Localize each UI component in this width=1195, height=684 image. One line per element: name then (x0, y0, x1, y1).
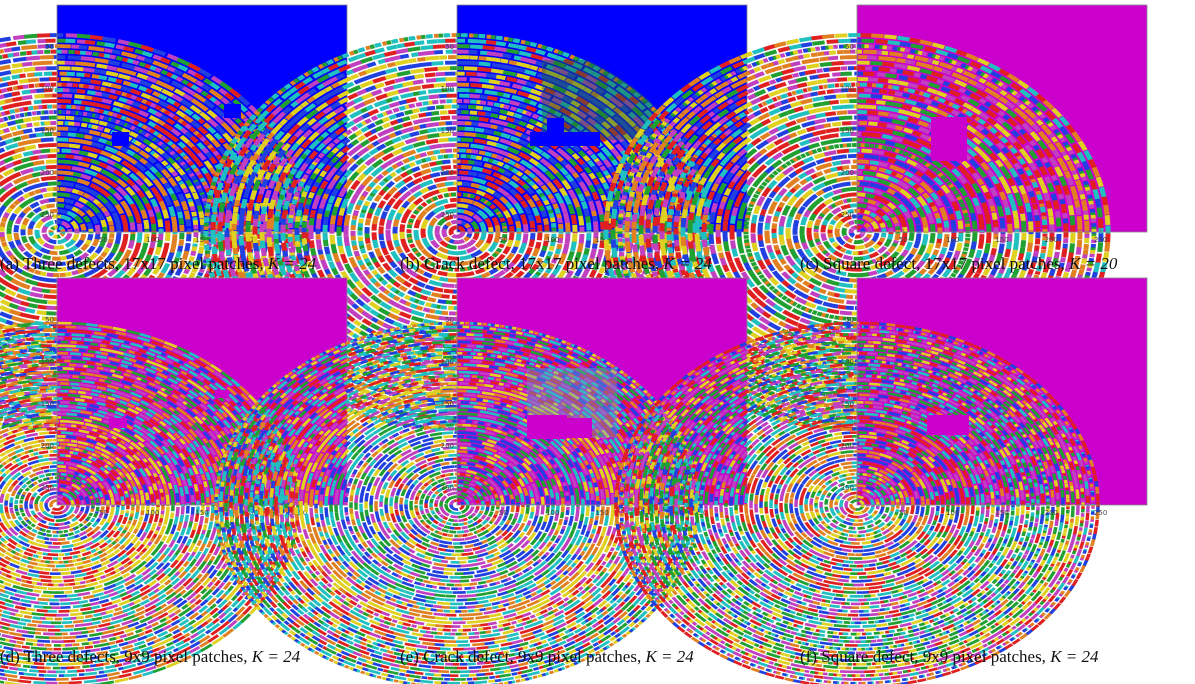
x-tick-label: 100 (146, 236, 159, 244)
caption-label: (d) (0, 647, 20, 666)
y-tick-label: 50 (845, 43, 854, 51)
y-tick-label: 150 (441, 127, 454, 135)
x-tick-label: 150 (595, 509, 608, 517)
caption-label: (b) (400, 254, 420, 273)
defect (927, 415, 969, 435)
caption: (d) Three defects, 9x9 pixel patches, K … (0, 643, 345, 670)
y-tick-label: 50 (445, 316, 454, 324)
caption-text: Crack defect, 17x17 pixel patches, (424, 254, 659, 273)
defect (530, 132, 600, 146)
x-tick-label: 100 (146, 509, 159, 517)
y-tick-label: 50 (45, 43, 54, 51)
figure: 50 100 150 200 250 50 100 150 200 250 50 100 150 200 2… (0, 0, 1195, 684)
y-tick-label: 200 (41, 442, 54, 450)
x-tick-label: 50 (499, 509, 508, 517)
caption-text: Crack defect, 9x9 pixel patches, (423, 647, 641, 666)
y-tick-label: 150 (441, 400, 454, 408)
y-tick-label: 150 (841, 127, 854, 135)
page: {"panels": [ {"label": "(a)", "caption":… (0, 0, 1195, 684)
caption-math: K = 24 (663, 254, 711, 273)
y-tick-label: 150 (841, 400, 854, 408)
y-tick-label: 50 (845, 316, 854, 324)
y-tick-label: 50 (45, 316, 54, 324)
x-tick-label: 100 (946, 236, 959, 244)
caption-text: Three defects, 9x9 pixel patches, (24, 647, 248, 666)
x-tick-label: 250 (1094, 236, 1107, 244)
caption-text: Three defects, 17x17 pixel patches, (23, 254, 264, 273)
caption: (c) Square defect, 17x17 pixel patches, … (800, 250, 1145, 277)
x-tick-label: 100 (946, 509, 959, 517)
caption-math: K = 24 (645, 647, 693, 666)
caption: (b) Crack defect, 17x17 pixel patches, K… (400, 250, 745, 277)
caption-math: K = 24 (1050, 647, 1098, 666)
caption-math: K = 24 (268, 254, 316, 273)
caption-math: K = 20 (1069, 254, 1117, 273)
x-tick-label: 200 (1045, 509, 1058, 517)
y-tick-label: 100 (41, 358, 54, 366)
caption-text: Square defect, 9x9 pixel patches, (821, 647, 1046, 666)
y-tick-label: 100 (841, 358, 854, 366)
caption-label: (f) (800, 647, 817, 666)
caption-label: (c) (800, 254, 819, 273)
caption-label: (a) (0, 254, 19, 273)
y-tick-label: 250 (441, 211, 454, 219)
defect (112, 132, 129, 146)
defect (931, 117, 967, 161)
x-tick-label: 150 (195, 509, 208, 517)
y-tick-label: 250 (841, 484, 854, 492)
y-tick-label: 250 (841, 211, 854, 219)
x-tick-label: 100 (546, 509, 559, 517)
x-tick-label: 50 (899, 236, 908, 244)
caption: (a) Three defects, 17x17 pixel patches, … (0, 250, 345, 277)
defect (224, 104, 241, 118)
y-tick-label: 250 (41, 211, 54, 219)
caption-text: Square defect, 17x17 pixel patches, (823, 254, 1065, 273)
defect (215, 390, 229, 398)
y-tick-label: 250 (41, 484, 54, 492)
x-tick-label: 50 (99, 509, 108, 517)
y-tick-label: 200 (441, 169, 454, 177)
y-tick-label: 200 (841, 169, 854, 177)
x-tick-label: 200 (1045, 236, 1058, 244)
y-tick-label: 100 (441, 358, 454, 366)
defect (547, 118, 564, 132)
x-tick-label: 50 (99, 236, 108, 244)
y-tick-label: 100 (41, 85, 54, 93)
y-tick-label: 200 (841, 442, 854, 450)
y-tick-label: 150 (41, 127, 54, 135)
caption-label: (e) (400, 647, 419, 666)
x-tick-label: 150 (995, 236, 1008, 244)
y-tick-label: 250 (441, 484, 454, 492)
defect (557, 418, 592, 438)
defect (109, 418, 127, 428)
y-tick-label: 200 (41, 169, 54, 177)
x-tick-label: 50 (899, 509, 908, 517)
y-tick-label: 100 (841, 85, 854, 93)
caption-math: K = 24 (252, 647, 300, 666)
y-tick-label: 100 (441, 85, 454, 93)
y-tick-label: 200 (441, 442, 454, 450)
y-tick-label: 150 (41, 400, 54, 408)
x-tick-label: 50 (499, 236, 508, 244)
caption: (e) Crack defect, 9x9 pixel patches, K =… (400, 643, 745, 670)
caption: (f) Square defect, 9x9 pixel patches, K … (800, 643, 1145, 670)
y-tick-label: 50 (445, 43, 454, 51)
x-tick-label: 100 (546, 236, 559, 244)
x-tick-label: 150 (995, 509, 1008, 517)
x-tick-label: 250 (1094, 509, 1107, 517)
